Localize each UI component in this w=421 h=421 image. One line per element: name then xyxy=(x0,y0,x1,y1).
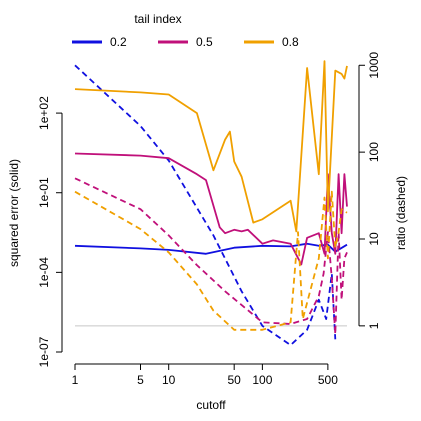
y-right-tick-label: 1000 xyxy=(367,52,381,79)
x-tick-label: 50 xyxy=(228,373,242,387)
y-right-tick-label: 10 xyxy=(367,232,381,246)
series-solid-0.2 xyxy=(74,242,348,255)
series-dashed-0.2 xyxy=(74,64,337,347)
y-axis-right-label: ratio (dashed) xyxy=(394,176,408,250)
legend-title: tail index xyxy=(134,12,181,26)
series-solid-0.5 xyxy=(74,152,348,266)
x-tick-label: 500 xyxy=(318,373,338,387)
series-dashed-0.5 xyxy=(74,177,348,336)
y-right-tick-label: 100 xyxy=(367,142,381,162)
legend: tail index 0.2 0.5 0.8 xyxy=(72,12,299,49)
series-dashed-0.8 xyxy=(74,190,348,331)
x-tick-label: 100 xyxy=(252,373,272,387)
series-layer xyxy=(74,60,348,347)
x-tick-label: 5 xyxy=(137,373,144,387)
series-solid-0.8 xyxy=(74,60,348,233)
y-right-tick-label: 1 xyxy=(367,322,381,329)
legend-items: 0.2 0.5 0.8 xyxy=(72,35,299,49)
y-left-tick-label: 1e-07 xyxy=(37,336,51,367)
legend-label-0.2: 0.2 xyxy=(110,35,127,49)
x-tick-label: 1 xyxy=(72,373,79,387)
axes-layer: 1 5 10 50 100 500 1e-07 1e-04 1e-01 1e+02 1 10 100 10… xyxy=(37,52,381,387)
y-axis-left-label: squared error (solid) xyxy=(7,159,21,267)
y-left-tick-label: 1e-01 xyxy=(37,177,51,208)
legend-label-0.8: 0.8 xyxy=(282,35,299,49)
legend-label-0.5: 0.5 xyxy=(196,35,213,49)
y-left-tick-label: 1e-04 xyxy=(37,257,51,288)
x-tick-label: 10 xyxy=(162,373,176,387)
x-axis-label: cutoff xyxy=(196,398,226,412)
y-left-tick-label: 1e+02 xyxy=(37,96,51,130)
